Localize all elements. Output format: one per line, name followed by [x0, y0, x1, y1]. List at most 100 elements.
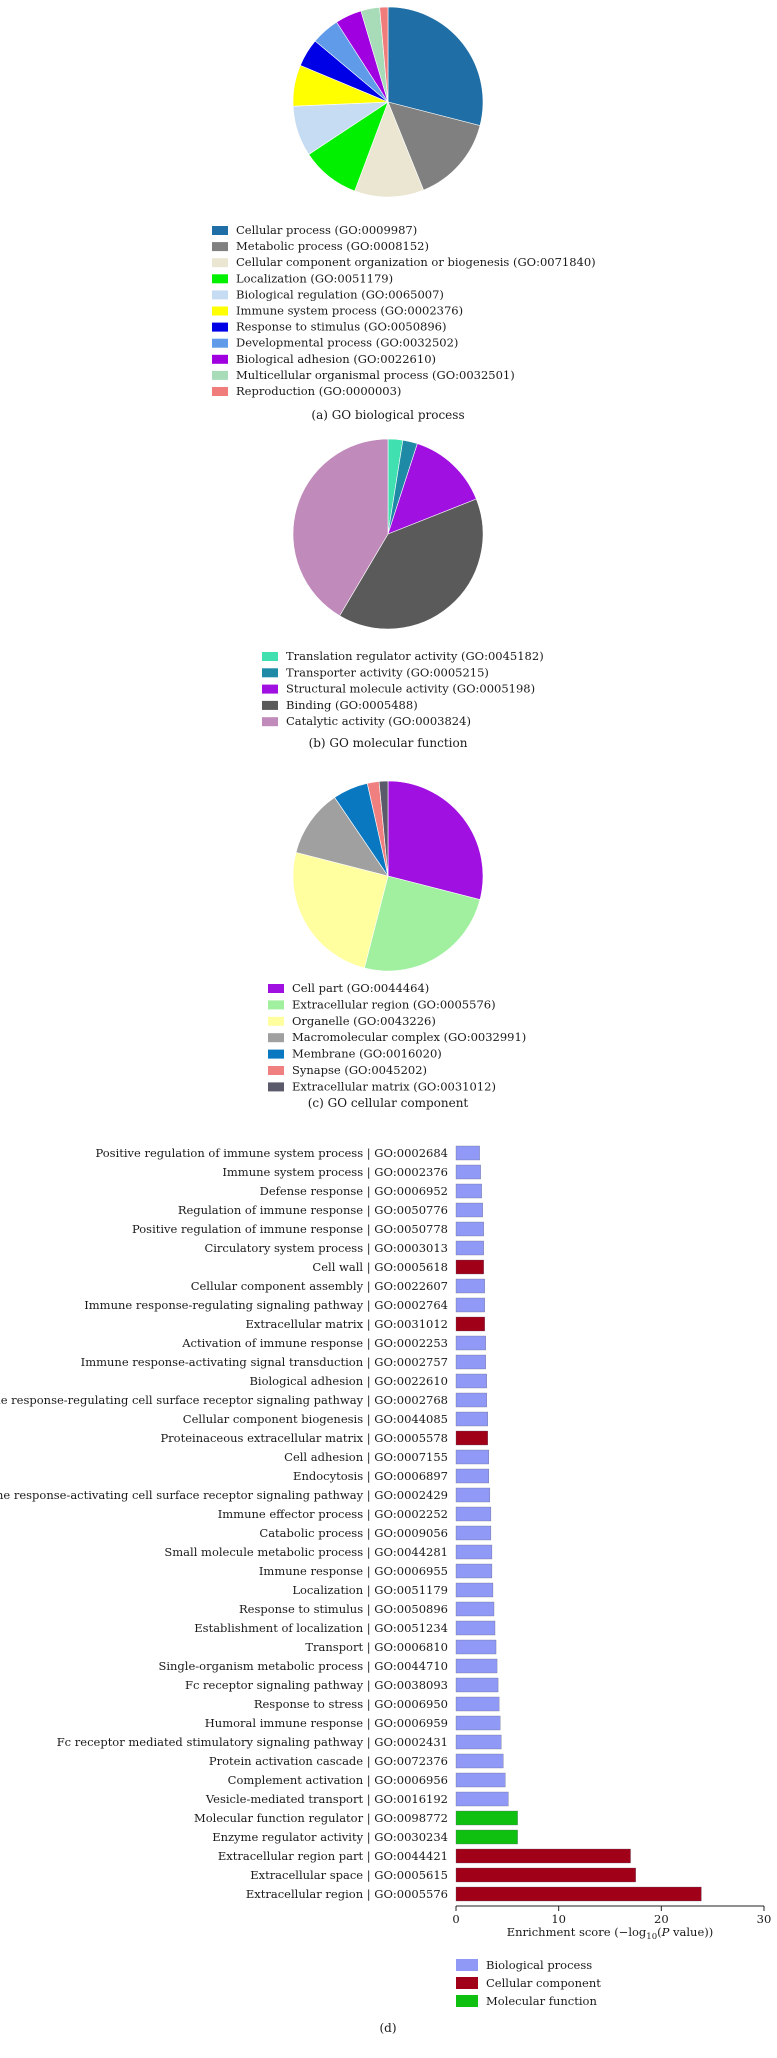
pie-chart-biological-process: [292, 6, 484, 198]
bar-label: Immune response-regulating cell surface …: [0, 1393, 448, 1408]
legend-swatch: [262, 668, 278, 678]
bar: [455, 1544, 493, 1560]
legend-label: Cell part (GO:0044464): [292, 981, 429, 995]
bar-label: Circulatory system process | GO:0003013: [204, 1241, 448, 1256]
bar-label: Molecular function regulator | GO:009877…: [194, 1811, 448, 1826]
bar: [455, 1601, 495, 1617]
legend-cellular-component: Cell part (GO:0044464) Extracellular regi…: [268, 981, 526, 1093]
legend-swatch: [212, 387, 228, 396]
bar: [455, 1145, 480, 1161]
legend-label: Metabolic process (GO:0008152): [236, 239, 429, 253]
legend-swatch: [268, 1082, 284, 1092]
legend-swatch: [456, 1977, 478, 1989]
bar-label: Response to stress | GO:0006950: [254, 1697, 448, 1712]
x-axis-label-subscript: 10: [646, 1932, 657, 1942]
bar: [455, 1278, 485, 1294]
legend-label: Cellular process (GO:0009987): [236, 223, 417, 237]
bar-label: Extracellular region | GO:0005576: [246, 1887, 448, 1902]
bar-label: Regulation of immune response | GO:00507…: [178, 1203, 448, 1218]
bar: [455, 1411, 488, 1427]
legend-label: Response to stimulus (GO:0050896): [236, 320, 446, 334]
bar: [455, 1430, 488, 1446]
legend-label: Extracellular matrix (GO:0031012): [292, 1079, 496, 1093]
legend-label: Membrane (GO:0016020): [292, 1047, 442, 1061]
bar-label: Defense response | GO:0006952: [260, 1184, 448, 1199]
pie-slice: [295, 797, 389, 877]
bar: [455, 1221, 484, 1237]
legend-enrichment: Biological process Cellular component Mole…: [456, 1958, 601, 2008]
legend-swatch: [262, 717, 278, 727]
bar-label: Catabolic process | GO:0009056: [259, 1526, 448, 1541]
bar: [455, 1753, 504, 1769]
bar-label: Enzyme regulator activity | GO:0030234: [212, 1830, 448, 1845]
bar: [455, 1658, 498, 1674]
caption-molecular-function: (b) GO molecular function: [309, 736, 468, 750]
bar: [455, 1867, 636, 1883]
bar-label: Proteinaceous extracellular matrix | GO:…: [160, 1431, 448, 1446]
x-axis-label-open: (: [657, 1925, 662, 1939]
bar: [455, 1582, 494, 1598]
bar: [455, 1734, 502, 1750]
bar: [455, 1164, 481, 1180]
bar-label: Immune effector process | GO:0002252: [218, 1507, 448, 1522]
bar: [455, 1297, 485, 1313]
legend-swatch: [212, 226, 228, 235]
legend-swatch: [456, 1959, 478, 1971]
bar: [455, 1620, 496, 1636]
bar-label: Fc receptor mediated stimulatory signali…: [57, 1735, 448, 1750]
legend-label: Macromolecular complex (GO:0032991): [292, 1030, 526, 1044]
legend-swatch: [212, 242, 228, 252]
bar: [455, 1696, 500, 1712]
bar-label: Response to stimulus | GO:0050896: [239, 1602, 448, 1617]
bar: [455, 1677, 499, 1693]
x-tick-label: 20: [654, 1912, 669, 1926]
legend-label: Extracellular region (GO:0005576): [292, 997, 496, 1011]
legend-label: Molecular function: [486, 1994, 597, 2008]
bar: [455, 1639, 497, 1655]
legend-swatch: [268, 1066, 284, 1075]
bar: [455, 1563, 493, 1579]
bar: [455, 1373, 487, 1389]
legend-label: Biological regulation (GO:0065007): [236, 287, 444, 301]
legend-label: Biological process: [486, 1958, 592, 1972]
bar-label: Localization | GO:0051179: [292, 1583, 448, 1598]
bar: [455, 1316, 485, 1332]
caption-biological-process: (a) GO biological process: [311, 408, 464, 422]
pie-chart-molecular-function: [292, 438, 484, 630]
legend-swatch: [268, 1000, 284, 1010]
pie-slice: [378, 780, 389, 877]
x-axis-label-post: value)): [669, 1925, 713, 1939]
bar: [455, 1354, 486, 1370]
legend-swatch: [212, 306, 228, 316]
legend-swatch: [262, 700, 278, 710]
x-axis-label: Enrichment score (−log10(P value)): [507, 1925, 713, 1942]
bar: [455, 1791, 509, 1807]
pie-chart-cellular-component: [292, 780, 484, 972]
bar-label: Small molecule metabolic process | GO:00…: [164, 1545, 448, 1560]
legend-label: Biological adhesion (GO:0022610): [236, 352, 436, 366]
x-axis-label-italic: P: [661, 1925, 670, 1939]
bar: [455, 1449, 489, 1465]
bar-label: Extracellular matrix | GO:0031012: [246, 1317, 449, 1332]
legend-swatch: [212, 274, 228, 284]
bar: [455, 1468, 489, 1484]
bar-label: Cellular component assembly | GO:0022607: [191, 1279, 448, 1294]
bar: [455, 1202, 483, 1218]
legend-swatch: [456, 1995, 478, 2007]
pie-slice: [379, 6, 389, 103]
bar-label: Positive regulation of immune system pro…: [95, 1146, 448, 1161]
bar: [455, 1525, 492, 1541]
bar-label: Biological adhesion | GO:0022610: [249, 1374, 448, 1389]
legend-biological-process: Cellular process (GO:0009987) Metabolic p…: [212, 223, 596, 398]
bar-label: Vesicle-mediated transport | GO:0016192: [205, 1792, 448, 1807]
bar: [455, 1848, 631, 1864]
bar-label: Humoral immune response | GO:0006959: [205, 1716, 448, 1731]
pie-slice: [354, 101, 424, 198]
bar-label: Immune response-activating cell surface …: [0, 1488, 448, 1503]
legend-swatch: [212, 322, 228, 332]
legend-label: Localization (GO:0051179): [236, 271, 393, 285]
legend-swatch: [268, 1016, 284, 1026]
pie-slice: [387, 443, 477, 535]
bar-label: Extracellular region part | GO:0044421: [218, 1849, 448, 1864]
